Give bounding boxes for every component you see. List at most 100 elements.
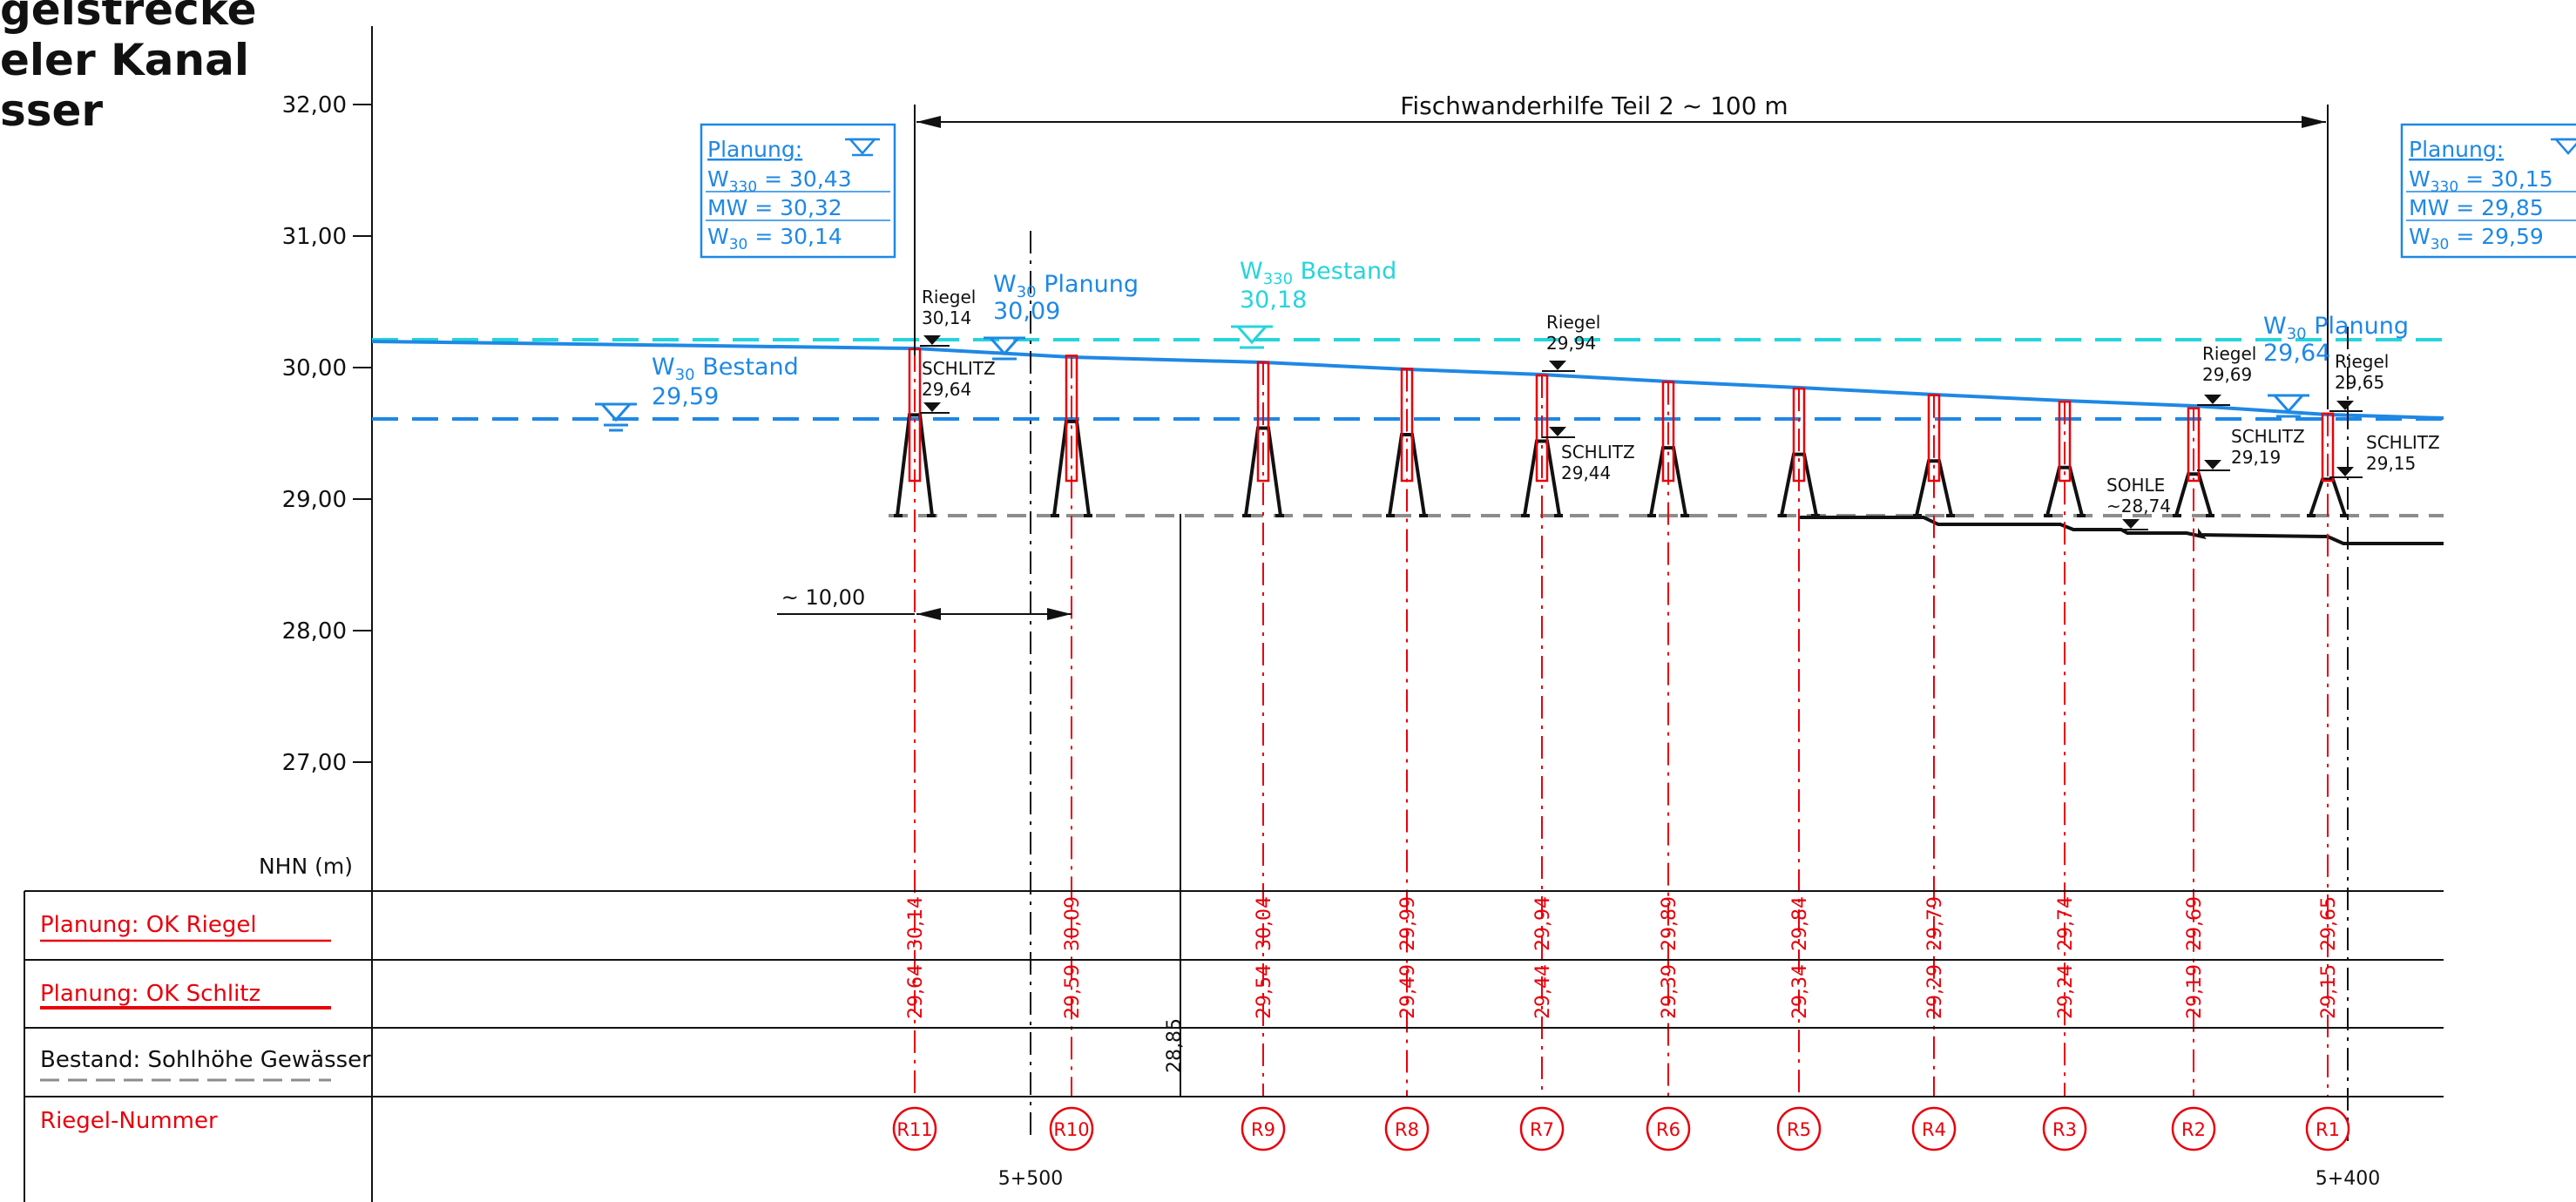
riegel-structure bbox=[1649, 446, 1687, 517]
riegel-number-label: R2 bbox=[2181, 1119, 2206, 1140]
ok-riegel-value: 29,99 bbox=[1397, 896, 1419, 951]
ok-riegel-value: 30,14 bbox=[905, 896, 927, 951]
riegel-number-label: R8 bbox=[1395, 1119, 1419, 1140]
riegel-structure bbox=[1780, 452, 1818, 517]
riegel-number-circle bbox=[2042, 1106, 2087, 1151]
riegel-number-label: R1 bbox=[2316, 1119, 2340, 1140]
ok-riegel-value: 29,74 bbox=[2055, 896, 2077, 951]
ok-schlitz-value: 29,44 bbox=[1532, 964, 1554, 1019]
title-line-1: gelstrecke bbox=[0, 0, 257, 35]
riegel-number-circle bbox=[892, 1106, 937, 1151]
drawing-title: gelstrecke eler Kanal sser bbox=[0, 0, 257, 136]
svg-text:W330 Bestand: W330 Bestand bbox=[1240, 258, 1396, 288]
riegel-number-label: R3 bbox=[2052, 1119, 2077, 1140]
riegel-r3: 29,74 29,24 R3 bbox=[2042, 401, 2087, 1151]
planning-box-right: Planung: W330 = 30,15 MW = 29,85 W30 = 2… bbox=[2400, 123, 2576, 259]
riegel-number-circle bbox=[1519, 1106, 1565, 1151]
svg-text:29,19: 29,19 bbox=[2231, 447, 2281, 468]
y-tick-label: 28,00 bbox=[282, 618, 347, 645]
riegel-number-label: R11 bbox=[896, 1119, 932, 1140]
spacing-dimension-label: ~ 10,00 bbox=[781, 585, 865, 610]
riegel-r9: 30,04 29,54 R9 bbox=[1241, 361, 1286, 1151]
riegel-r8: 29,99 29,49 R8 bbox=[1384, 368, 1430, 1151]
riegel-number-circle bbox=[1241, 1106, 1286, 1151]
callout-r2: Riegel 29,69 SCHLITZ 29,19 bbox=[2197, 343, 2305, 471]
riegel-structure bbox=[2045, 465, 2084, 517]
riegel-number-circle bbox=[2171, 1106, 2216, 1151]
ok-riegel-value: 30,04 bbox=[1254, 896, 1275, 951]
planning-box-right-frame bbox=[2400, 123, 2576, 259]
svg-text:29,94: 29,94 bbox=[1546, 333, 1596, 354]
riegel-slot bbox=[1065, 355, 1078, 483]
water-level-symbol-icon bbox=[2551, 138, 2576, 155]
riegel-slot bbox=[1400, 368, 1414, 483]
riegel-group: 30,14 29,64 R11 30,09 29,59 R10 30,04 29,54 R9 29… bbox=[892, 348, 2350, 1151]
svg-text:Riegel: Riegel bbox=[2335, 351, 2389, 372]
riegel-number-circle bbox=[1049, 1106, 1094, 1151]
row-label-riegel-nummer: Riegel-Nummer bbox=[40, 1108, 218, 1134]
ok-schlitz-value: 29,59 bbox=[1062, 964, 1084, 1019]
overall-dimension-label: Fischwanderhilfe Teil 2 ~ 100 m bbox=[1400, 91, 1788, 120]
riegel-structure bbox=[2174, 472, 2213, 517]
row-label-ok-schlitz: Planung: OK Schlitz bbox=[40, 981, 260, 1007]
ok-schlitz-value: 29,19 bbox=[2184, 964, 2206, 1019]
existing-bed-value: 28,85 bbox=[1164, 1018, 1186, 1073]
water-level-symbol-icon bbox=[1231, 325, 1273, 349]
y-tick-label: 31,00 bbox=[282, 224, 347, 250]
ok-schlitz-value: 29,54 bbox=[1254, 964, 1275, 1019]
y-tick-label: 30,00 bbox=[282, 355, 347, 382]
w30-planung-right-value: 29,64 bbox=[2263, 340, 2330, 367]
w330-bestand-value: 30,18 bbox=[1240, 287, 1307, 314]
svg-text:30,14: 30,14 bbox=[922, 307, 971, 328]
riegel-r6: 29,89 29,39 R6 bbox=[1646, 381, 1691, 1151]
svg-text:Riegel: Riegel bbox=[1546, 312, 1600, 333]
riegel-number-circle bbox=[1646, 1106, 1691, 1151]
riegel-r4: 29,79 29,29 R4 bbox=[1911, 394, 1957, 1151]
svg-text:29,44: 29,44 bbox=[1561, 463, 1611, 483]
planning-box-right-heading: Planung: bbox=[2409, 137, 2504, 162]
y-tick-label: 27,00 bbox=[282, 750, 347, 776]
riegel-number-label: R5 bbox=[1787, 1119, 1811, 1140]
callout-sohle: SOHLE ~28,74 bbox=[2106, 475, 2171, 530]
svg-text:W30 Planung: W30 Planung bbox=[993, 271, 1139, 301]
svg-text:29,69: 29,69 bbox=[2202, 364, 2252, 385]
ok-riegel-value: 30,09 bbox=[1062, 896, 1084, 951]
riegel-r11: 30,14 29,64 R11 bbox=[892, 348, 937, 1151]
riegel-slot bbox=[1792, 387, 1806, 483]
riegel-structure bbox=[2309, 477, 2347, 517]
planning-right-w30: W30 = 29,59 bbox=[2409, 224, 2544, 253]
riegel-r1: 29,65 29,15 R1 bbox=[2305, 412, 2350, 1151]
riegel-structure bbox=[1523, 439, 1561, 517]
ok-riegel-value: 29,79 bbox=[1924, 896, 1946, 951]
y-tick-label: 32,00 bbox=[282, 92, 347, 118]
svg-text:29,65: 29,65 bbox=[2335, 372, 2384, 393]
riegel-number-label: R7 bbox=[1530, 1119, 1554, 1140]
riegel-number-label: R10 bbox=[1053, 1119, 1089, 1140]
riegel-number-label: R9 bbox=[1251, 1119, 1275, 1140]
row-label-sohlhoehe: Bestand: Sohlhöhe Gewässer bbox=[40, 1047, 371, 1073]
riegel-number-circle bbox=[1776, 1106, 1822, 1151]
water-level-symbol-icon bbox=[984, 336, 1025, 361]
riegel-slot bbox=[1256, 361, 1270, 483]
station-label-right: 5+400 bbox=[2316, 1168, 2380, 1190]
ok-schlitz-value: 29,34 bbox=[1789, 964, 1811, 1019]
planning-left-mw: MW = 30,32 bbox=[707, 195, 842, 220]
riegel-number-label: R6 bbox=[1656, 1119, 1680, 1140]
riegel-number-circle bbox=[2305, 1106, 2350, 1151]
ok-schlitz-value: 29,49 bbox=[1397, 964, 1419, 1019]
svg-text:Riegel: Riegel bbox=[922, 287, 976, 307]
riegel-slot bbox=[2187, 407, 2201, 483]
callout-r1: Riegel 29,65 SCHLITZ 29,15 bbox=[2329, 351, 2440, 478]
riegel-structure bbox=[1388, 433, 1426, 517]
riegel-slot bbox=[2058, 401, 2072, 483]
y-tick-label: 29,00 bbox=[282, 487, 347, 513]
ok-riegel-value: 29,84 bbox=[1789, 896, 1811, 951]
svg-text:Riegel: Riegel bbox=[2202, 343, 2256, 364]
water-level-symbol-icon bbox=[2268, 394, 2309, 418]
riegel-slot bbox=[2321, 412, 2335, 483]
w30-bestand-label: W30 Bestand 29,59 bbox=[595, 354, 799, 432]
ok-riegel-value: 29,69 bbox=[2184, 896, 2206, 951]
w330-bestand-label: W330 Bestand 30,18 bbox=[1231, 258, 1396, 349]
riegel-structure bbox=[1915, 459, 1953, 517]
